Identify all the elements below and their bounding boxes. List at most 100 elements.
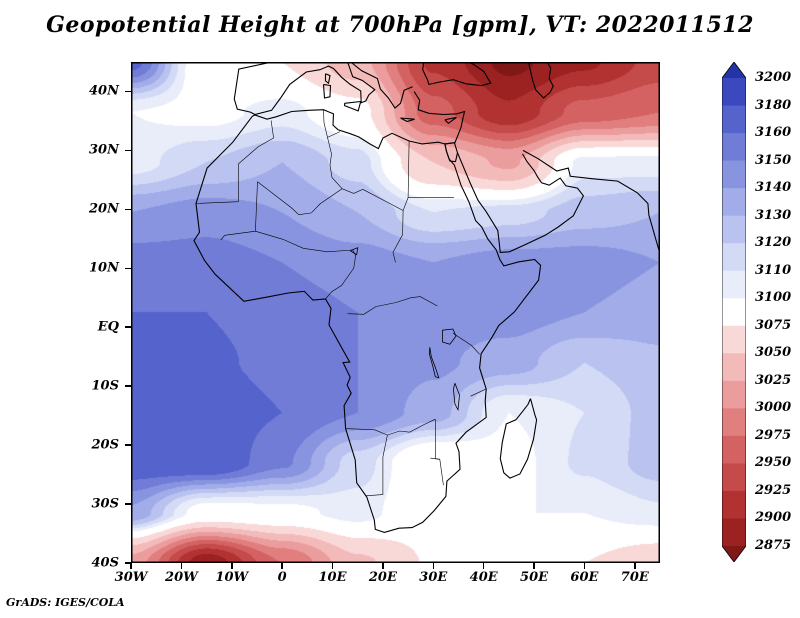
colorbar-segment — [722, 518, 746, 547]
x-axis-tick — [432, 563, 435, 569]
colorbar-label: 3140 — [755, 180, 792, 196]
country-border-path — [430, 457, 444, 486]
y-tick-label: 10N — [89, 260, 119, 276]
x-axis-tick — [533, 563, 535, 569]
lake-outline-path — [452, 383, 460, 412]
colorbar-label: 3050 — [755, 345, 792, 361]
coastline-path — [522, 149, 660, 254]
x-tick-label: 20E — [368, 570, 397, 585]
coastline-path — [413, 91, 466, 145]
x-axis-tick — [180, 563, 183, 569]
x-tick-label: 20W — [165, 570, 198, 585]
colorbar-label: 3120 — [755, 235, 792, 251]
colorbar-segment — [722, 325, 746, 354]
colorbar-label: 2950 — [755, 455, 792, 471]
x-tick-label: 40E — [469, 570, 498, 585]
colorbar-label: 3180 — [755, 97, 792, 113]
map-frame — [131, 62, 660, 563]
y-axis-tick — [125, 149, 131, 152]
y-axis-tick — [125, 326, 131, 328]
y-axis-tick — [125, 90, 131, 93]
y-axis-tick — [125, 385, 131, 387]
x-tick-label: 50E — [520, 570, 549, 585]
x-axis-tick — [331, 563, 334, 569]
colorbar — [721, 61, 747, 563]
y-axis-tick — [125, 444, 131, 446]
colorbar-segment — [722, 215, 746, 244]
country-border-path — [327, 131, 343, 189]
x-axis-tick — [130, 563, 132, 569]
colorbar-label: 3025 — [755, 372, 792, 388]
coastline-path — [499, 398, 538, 479]
country-border-path — [347, 296, 438, 315]
y-tick-label: EQ — [97, 319, 119, 335]
coastline-path — [233, 62, 376, 116]
y-axis-tick — [125, 208, 131, 211]
y-axis-tick — [125, 267, 131, 270]
colorbar-label: 3100 — [755, 290, 792, 306]
x-tick-label: 10W — [215, 570, 249, 585]
x-axis-tick — [281, 563, 283, 569]
coastline-path — [400, 117, 415, 123]
y-tick-label: 20S — [91, 437, 119, 453]
map-plot — [131, 62, 660, 563]
country-border-path — [257, 181, 343, 216]
x-tick-label: 30W — [114, 570, 148, 585]
country-border-path — [407, 140, 410, 198]
coastline-path — [193, 109, 542, 533]
coastline-path — [422, 62, 492, 87]
x-tick-label: 10E — [318, 570, 347, 585]
colorbar-label: 3110 — [755, 262, 792, 278]
country-border-path — [341, 188, 409, 211]
colorbar-label: 2875 — [755, 538, 792, 553]
colorbar-segment — [722, 298, 746, 327]
lake-outline-path — [442, 328, 457, 345]
x-axis-tick — [634, 563, 636, 569]
colorbar-segment — [722, 490, 746, 519]
x-tick-label: 0 — [277, 570, 287, 585]
country-border-path — [255, 230, 353, 253]
country-border-path — [220, 181, 258, 241]
colorbar-segment — [722, 270, 746, 299]
x-axis-tick — [231, 563, 233, 569]
colorbar-segment — [722, 133, 746, 162]
coastline-path — [444, 142, 459, 163]
y-tick-label: 10S — [91, 378, 119, 394]
lake-outline-path — [428, 347, 440, 379]
colorbar-top-arrow — [722, 62, 746, 78]
coastline-overlay — [131, 62, 660, 563]
colorbar-segment — [722, 380, 746, 409]
y-axis-tick — [125, 562, 131, 564]
colorbar-segment — [722, 408, 746, 437]
y-tick-label: 30N — [89, 142, 119, 158]
colorbar-segment — [722, 105, 746, 134]
y-tick-label: 20N — [89, 201, 119, 217]
x-axis-tick — [382, 563, 384, 569]
colorbar-label: 3150 — [755, 152, 792, 168]
colorbar-segment — [722, 188, 746, 217]
coastline-path — [444, 116, 457, 125]
colorbar-segment — [722, 463, 746, 492]
y-tick-label: 30S — [91, 496, 119, 512]
country-border-path — [452, 332, 480, 355]
x-tick-label: 30E — [419, 570, 448, 585]
coastline-path — [456, 152, 585, 253]
colorbar-segment — [722, 435, 746, 464]
colorbar-segment — [722, 78, 746, 107]
country-border-path — [195, 164, 239, 204]
colorbar-segment — [722, 160, 746, 189]
colorbar-label: 3000 — [755, 400, 792, 416]
country-border-path — [238, 120, 274, 165]
x-tick-label: 70E — [620, 570, 649, 585]
colorbar-label: 3130 — [755, 207, 792, 223]
colorbar-label: 3075 — [755, 317, 792, 333]
country-border-path — [392, 210, 404, 263]
x-axis-tick — [583, 563, 586, 569]
colorbar-segment — [722, 243, 746, 272]
colorbar-label: 2975 — [755, 427, 792, 443]
country-border-path — [345, 418, 436, 436]
chart-title: Geopotential Height at 700hPa [gpm], VT:… — [46, 12, 754, 38]
y-tick-label: 40N — [89, 83, 119, 99]
x-tick-label: 60E — [570, 570, 599, 585]
